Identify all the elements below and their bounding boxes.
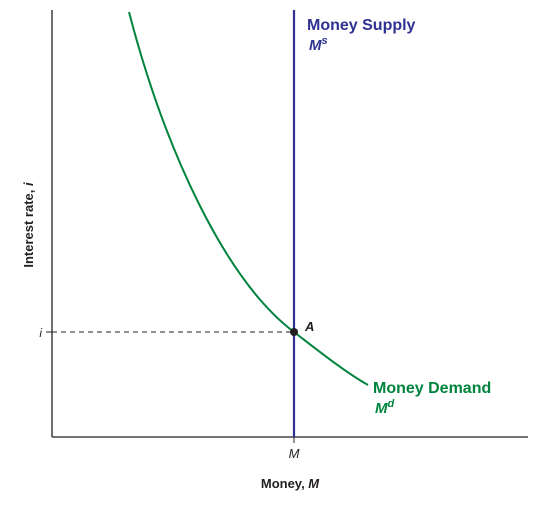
x-axis-title-var: M [308,476,320,491]
money-demand-symbol: Md [375,398,395,417]
y-axis-title: Interest rate, i [21,182,36,268]
money-supply-symbol: Ms [309,35,328,54]
y-axis-title-text: Interest rate, [21,186,36,268]
money-demand-symbol-sup: d [388,398,395,410]
money-demand-symbol-base: M [375,400,388,417]
money-supply-label: Money Supply [307,17,416,34]
equilibrium-point [290,328,298,336]
money-supply-symbol-base: M [309,37,322,54]
M-tick-label: M [289,446,300,461]
money-supply-symbol-sup: s [322,35,328,47]
i-tick-label: i [39,326,42,340]
x-axis-title-text: Money, [261,476,308,491]
equilibrium-label: A [304,319,314,334]
x-axis-title: Money, M [261,476,320,491]
y-axis-title-var: i [21,182,36,186]
money-demand-label: Money Demand [373,380,491,397]
money-demand-curve [128,11,369,386]
